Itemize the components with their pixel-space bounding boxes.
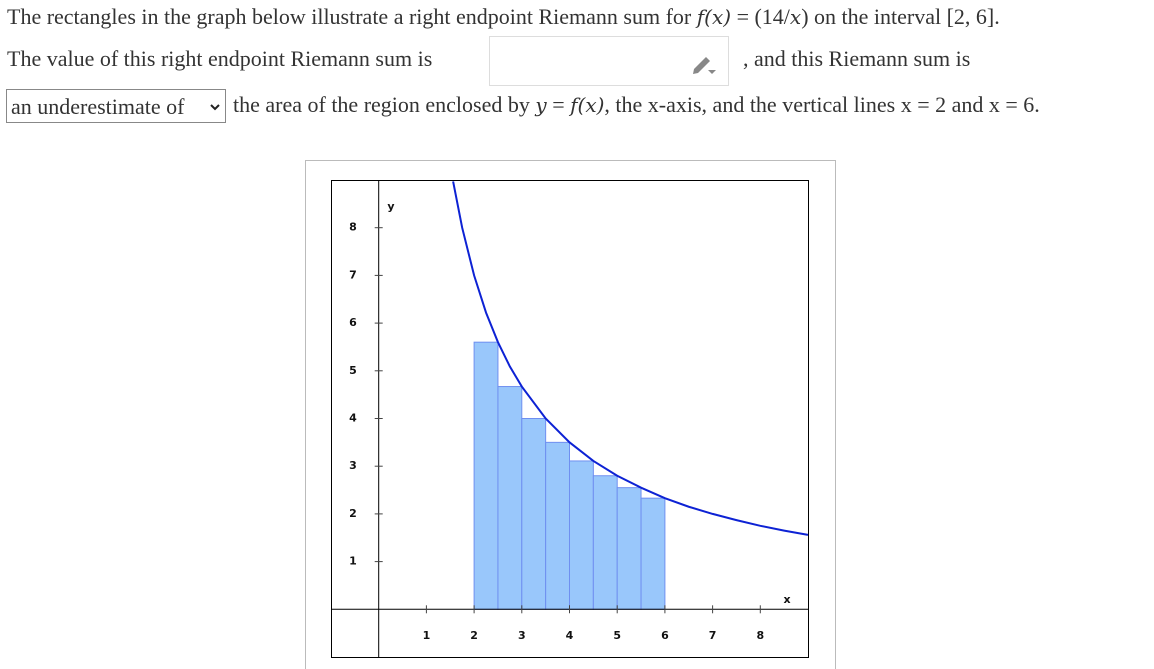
x-tick-label: 7 — [709, 629, 717, 642]
y-tick-label: 6 — [349, 316, 357, 329]
line-2-after: , and this Riemann sum is — [743, 46, 970, 72]
y-tick-label: 3 — [349, 459, 357, 472]
y-tick-label: 2 — [349, 507, 357, 520]
plot-frame — [331, 180, 809, 658]
math: y — [535, 93, 547, 117]
text: = (14/ — [731, 4, 790, 29]
y-tick-label: 7 — [349, 268, 357, 281]
x-tick-label: 3 — [518, 629, 526, 642]
x-tick-label: 2 — [470, 629, 478, 642]
y-tick-label: 5 — [349, 364, 357, 377]
bar — [545, 441, 571, 610]
line-1: The rectangles in the graph below illust… — [7, 4, 1000, 30]
bar — [521, 418, 547, 610]
answer-input[interactable] — [489, 36, 729, 86]
math: x — [789, 5, 802, 29]
curve — [452, 181, 809, 536]
y-tick-label: 8 — [349, 221, 357, 234]
y-tick-label: 1 — [349, 555, 357, 568]
text: , and this Riemann sum is — [743, 46, 971, 71]
x-axis-label: x — [783, 593, 790, 606]
x-tick-label: 4 — [566, 629, 574, 642]
text: The rectangles in the graph below illust… — [7, 4, 697, 29]
text: the area of the region enclosed by — [233, 92, 536, 117]
text: ) on the interval [2, 6]. — [801, 4, 1000, 29]
bar — [497, 386, 523, 610]
text: , the x-axis, and the vertical lines x =… — [604, 92, 1040, 117]
bar — [569, 460, 594, 610]
bar — [640, 497, 666, 610]
text: The value of this right endpoint Riemann… — [7, 46, 433, 71]
line-3: the area of the region enclosed by y = f… — [233, 92, 1040, 118]
x-tick-label: 8 — [756, 629, 764, 642]
chevron — [210, 104, 220, 111]
text: = — [546, 92, 571, 117]
pencil-icon — [693, 57, 716, 74]
bar — [473, 341, 499, 610]
math: f(x) — [570, 93, 605, 117]
select-text: an underestimate of — [11, 94, 185, 119]
math: f(x) — [696, 5, 732, 29]
x-tick-label: 1 — [423, 629, 431, 642]
y-axis-label: y — [387, 200, 394, 213]
estimate-select[interactable]: an underestimate of — [6, 89, 226, 123]
x-tick-label: 6 — [661, 629, 669, 642]
y-tick-label: 4 — [349, 412, 357, 425]
line-2: The value of this right endpoint Riemann… — [7, 46, 432, 72]
x-tick-label: 5 — [613, 629, 621, 642]
bar — [592, 475, 618, 610]
bar — [616, 487, 642, 610]
